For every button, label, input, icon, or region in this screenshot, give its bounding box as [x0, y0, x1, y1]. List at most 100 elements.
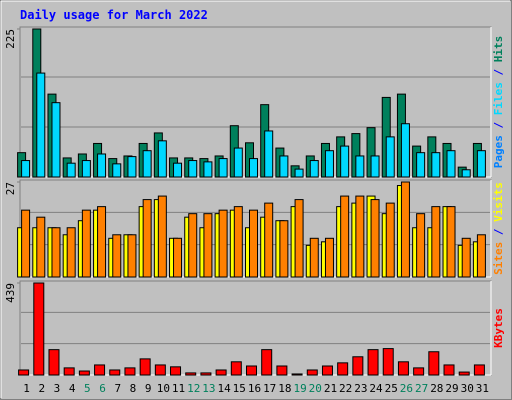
bar	[291, 373, 303, 376]
x-tick-label: 2	[38, 382, 45, 395]
bar	[294, 199, 304, 278]
x-tick-label: 29	[445, 382, 458, 395]
bar	[264, 130, 274, 178]
x-tick-label: 4	[69, 382, 76, 395]
x-tick-label: 17	[263, 382, 276, 395]
bar	[18, 369, 30, 376]
x-tick-label: 13	[202, 382, 215, 395]
bar	[261, 349, 273, 376]
x-tick-label: 26	[400, 382, 413, 395]
x-tick-label: 27	[415, 382, 428, 395]
x-tick-label: 9	[145, 382, 152, 395]
legend: Sites / Visits	[492, 182, 505, 275]
bar	[367, 349, 379, 376]
legend-entry: Sites	[492, 242, 505, 275]
x-tick-label: 10	[157, 382, 170, 395]
bar	[355, 195, 365, 278]
bar	[66, 162, 76, 178]
x-tick-label: 23	[354, 382, 367, 395]
bar	[324, 237, 334, 278]
bar	[416, 152, 426, 178]
legend-entry: KBytes	[492, 308, 505, 348]
legend: KBytes	[492, 308, 505, 348]
bar	[63, 367, 75, 376]
bar	[218, 209, 228, 278]
x-tick-label: 12	[187, 382, 200, 395]
legend-entry: Pages	[492, 135, 505, 168]
bar	[66, 227, 76, 278]
x-tick-label: 7	[114, 382, 121, 395]
bar	[443, 364, 455, 376]
bar	[97, 206, 107, 278]
bar	[157, 140, 167, 178]
bar	[249, 209, 258, 278]
bar	[97, 153, 107, 178]
bar	[215, 369, 227, 376]
legend-entry: Hits	[492, 36, 505, 63]
bar	[127, 234, 137, 278]
bar	[306, 369, 318, 376]
bar	[124, 367, 136, 376]
bar	[203, 161, 213, 178]
bar	[428, 351, 440, 376]
x-tick-label: 8	[130, 382, 137, 395]
bar	[81, 209, 91, 278]
bar	[142, 199, 152, 278]
bar	[139, 358, 151, 376]
bar	[203, 213, 213, 278]
bar	[431, 206, 441, 278]
bar	[249, 158, 258, 178]
bar	[446, 150, 456, 178]
bar	[458, 371, 470, 376]
bar	[21, 209, 31, 278]
bar	[21, 160, 31, 178]
bar	[51, 102, 61, 178]
legend-entry: Visits	[492, 182, 505, 222]
chart-title: Daily usage for March 2022	[20, 8, 208, 22]
bar	[431, 152, 441, 178]
bar	[461, 169, 471, 178]
legend: Pages / Files / Hits	[492, 36, 505, 169]
bar	[446, 206, 456, 278]
bar	[382, 348, 394, 376]
x-tick-label: 3	[54, 382, 61, 395]
bar	[233, 147, 243, 178]
bar	[185, 372, 197, 376]
bar	[173, 162, 183, 178]
x-tick-label: 14	[217, 382, 231, 395]
x-tick-label: 20	[309, 382, 322, 395]
bar	[355, 155, 365, 178]
bar	[200, 372, 212, 376]
bar	[142, 150, 152, 178]
x-tick-label: 25	[385, 382, 398, 395]
bar	[340, 195, 350, 278]
bar	[461, 237, 471, 278]
bar	[352, 356, 364, 376]
x-tick-label: 30	[461, 382, 474, 395]
bar	[81, 160, 91, 178]
bar	[154, 364, 166, 376]
bar	[400, 123, 410, 178]
x-tick-label: 18	[278, 382, 291, 395]
bar	[476, 150, 486, 178]
bar	[48, 349, 60, 376]
legend-separator: /	[492, 222, 505, 242]
x-tick-label: 31	[476, 382, 489, 395]
x-tick-label: 19	[293, 382, 306, 395]
bar	[309, 160, 319, 178]
bar	[476, 234, 486, 278]
x-tick-label: 21	[324, 382, 337, 395]
x-tick-label: 6	[99, 382, 106, 395]
bar	[78, 370, 90, 376]
x-tick-label: 28	[430, 382, 443, 395]
bar	[127, 156, 137, 178]
bar	[397, 361, 409, 376]
bar	[33, 282, 45, 376]
bar	[246, 365, 257, 376]
bar	[233, 206, 243, 278]
bar	[157, 195, 167, 278]
bar	[400, 181, 410, 278]
bar	[385, 202, 395, 278]
